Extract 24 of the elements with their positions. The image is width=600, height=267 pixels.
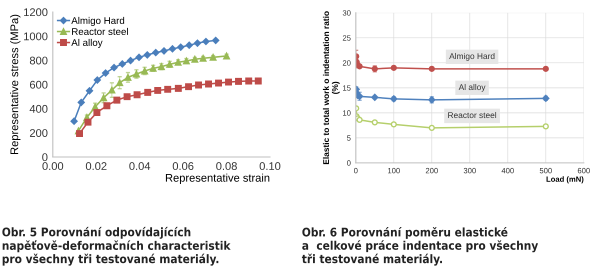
legend-label: Reactor steel	[72, 28, 128, 36]
y-tick-label: 1200	[24, 8, 48, 16]
x-tick-label: 0.00	[42, 162, 64, 170]
text: Obr. 6 Porovnání poměru elastické a celkové práce indentace pro všechny tři testované materiály.	[302, 226, 538, 266]
series-label: Al alloy	[458, 84, 486, 92]
series-label: Reactor steel	[448, 112, 496, 118]
x-axis-title: Representative strain	[166, 174, 270, 184]
x-tick-label: 0.10	[260, 162, 280, 170]
y-tick-label: 600	[30, 80, 48, 89]
series-label: Almigo Hard	[449, 52, 494, 61]
x-tick-label: 0.06	[172, 162, 194, 170]
legend-label: Almigo Hard	[71, 16, 124, 26]
y-tick-label: 400	[30, 104, 48, 113]
x-tick-label: 0.04	[129, 162, 150, 170]
y-tick-label: 800	[30, 56, 48, 64]
text: Obr. 5 Porovnání odpovídajících napěťově-deformačních characteristik pro všechny tři testované materiály.	[2, 226, 231, 266]
x-tick-label: 0.02	[86, 162, 106, 170]
y-tick-label: 200	[30, 129, 48, 137]
y-tick-label: 0	[42, 153, 48, 162]
legend-label: Al alloy	[71, 38, 103, 48]
y-axis-title: Elastic to total work o indentation ratio (%)	[322, 11, 340, 164]
y-tick-label: 1000	[24, 32, 48, 40]
y-axis-title: Representative stress (MPa)	[10, 14, 20, 154]
x-tick-label: 0.08	[216, 162, 237, 170]
